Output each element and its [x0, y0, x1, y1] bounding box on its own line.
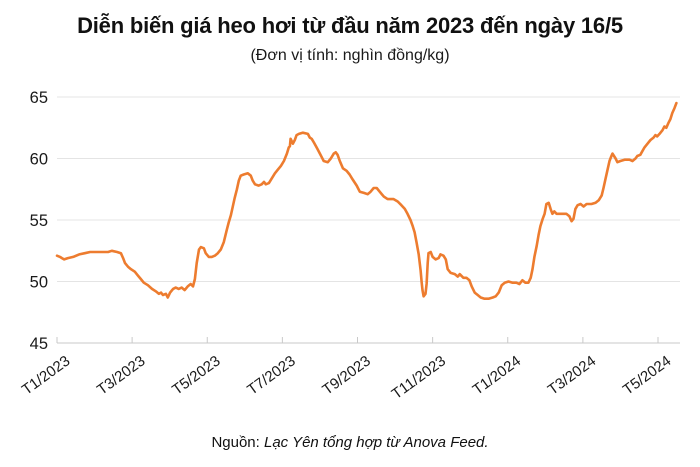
y-tick-label-55: 55 — [30, 212, 48, 230]
x-tick-label: T5/2024 — [620, 352, 675, 398]
x-tick-label: T1/2024 — [470, 352, 525, 398]
x-tick-label: T3/2023 — [94, 352, 149, 398]
chart-title: Diễn biến giá heo hơi từ đầu năm 2023 đế… — [77, 13, 623, 38]
chart-source: Nguồn: Lạc Yên tổng hợp từ Anova Feed. — [0, 434, 700, 451]
x-tick-label: T5/2023 — [169, 352, 224, 398]
x-tick-label: T7/2023 — [244, 352, 299, 398]
x-tick-label: T9/2023 — [319, 352, 374, 398]
x-tick-label: T1/2023 — [19, 352, 74, 398]
price-line — [55, 101, 678, 301]
x-tick-label: T3/2024 — [545, 352, 600, 398]
source-prefix: Nguồn: — [211, 434, 260, 451]
y-tick-label-60: 60 — [30, 151, 48, 169]
y-tick-label-50: 50 — [30, 274, 48, 292]
x-tick-label: T11/2023 — [389, 352, 449, 402]
y-tick-label-45: 45 — [30, 335, 48, 353]
chart-subtitle: (Đơn vị tính: nghìn đồng/kg) — [250, 47, 450, 64]
source-text: Lạc Yên tổng hợp từ Anova Feed. — [263, 434, 489, 451]
y-tick-label-65: 65 — [30, 89, 48, 107]
